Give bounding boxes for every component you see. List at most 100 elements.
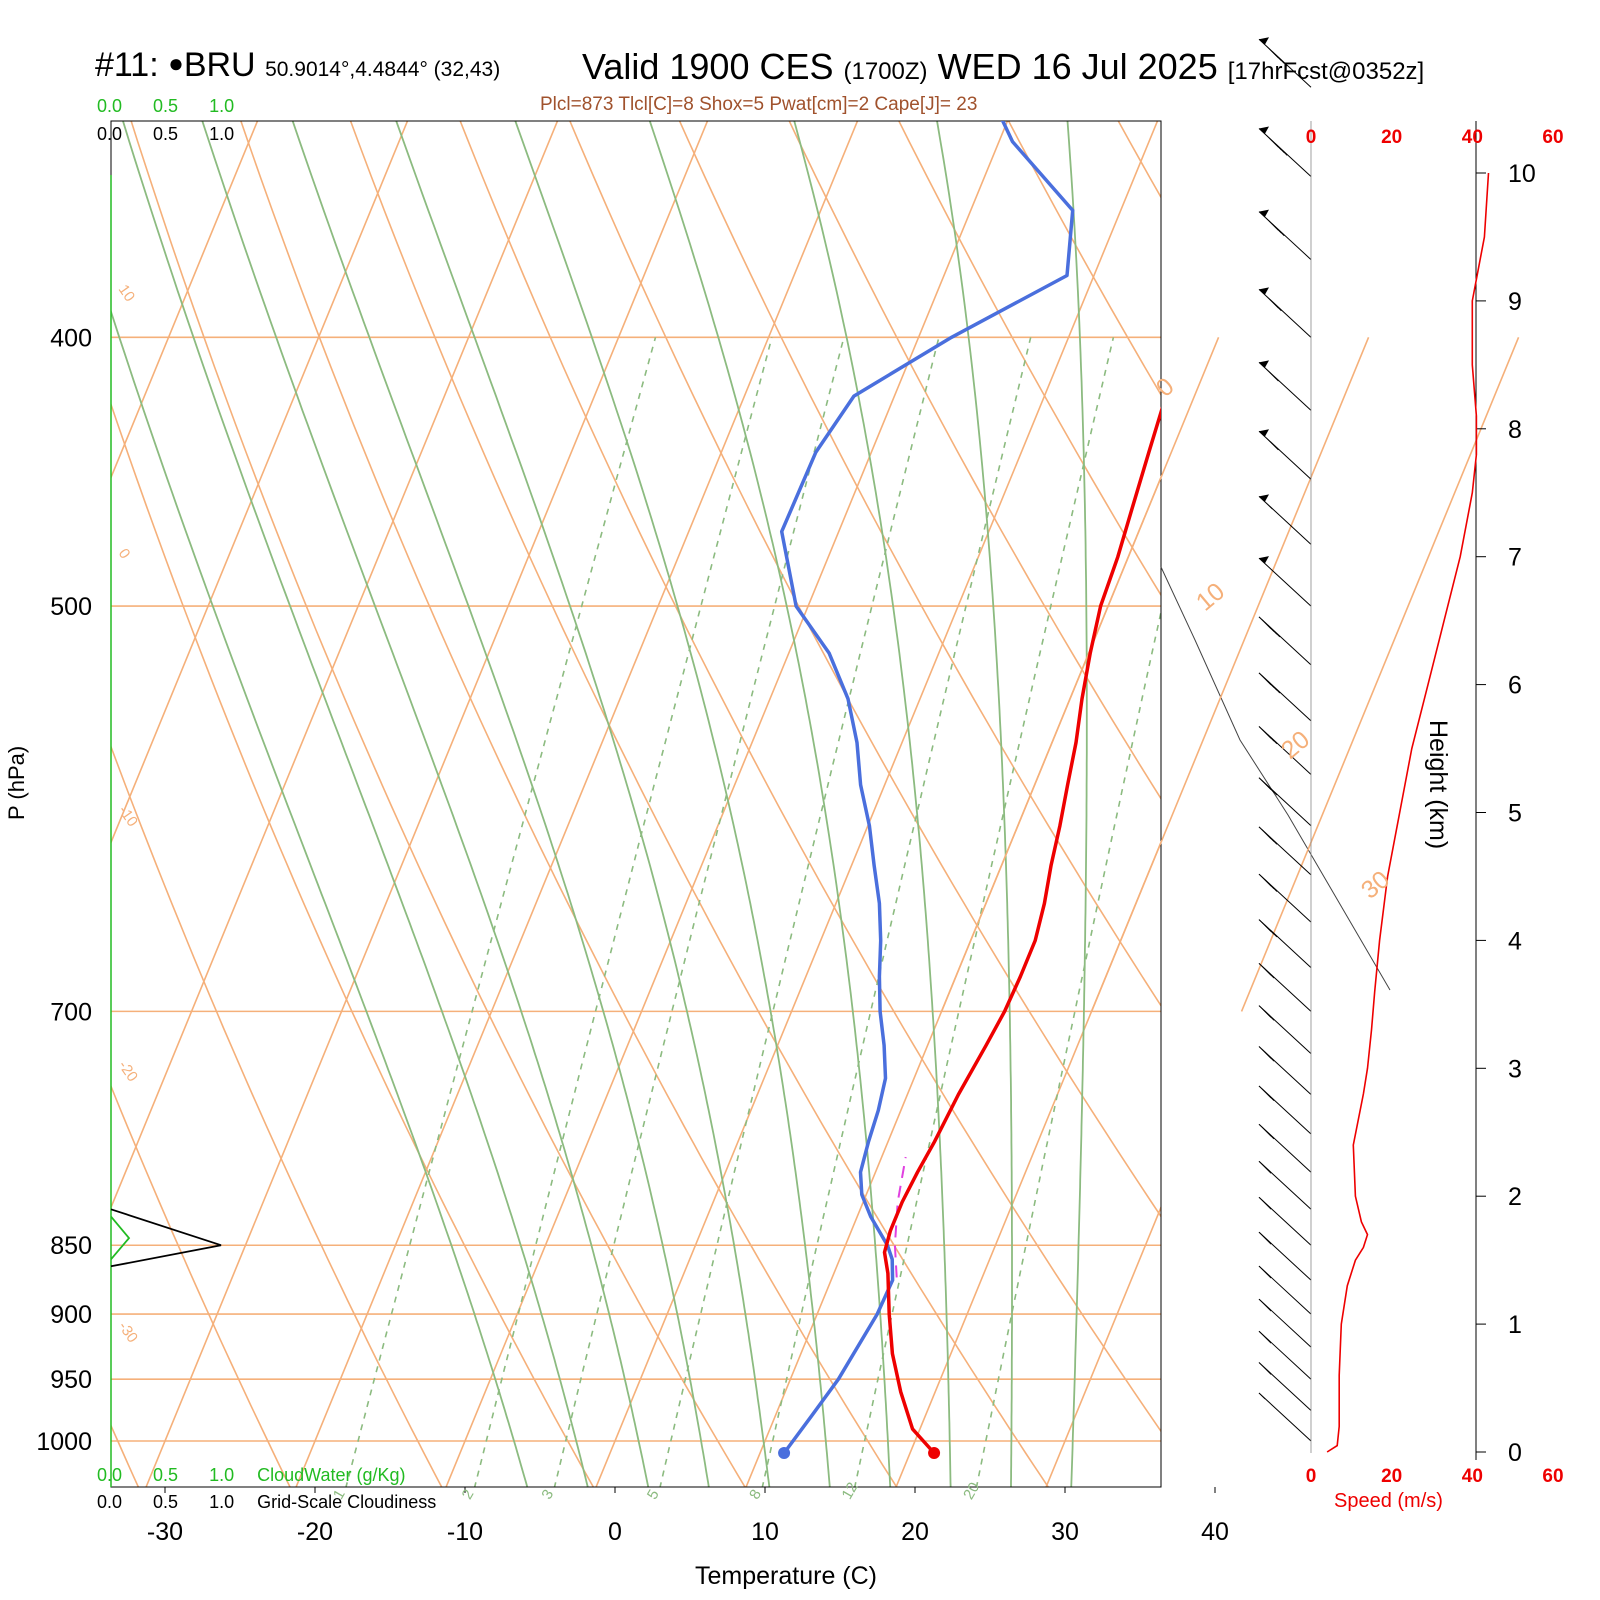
- mixing-ratio-line: [553, 337, 845, 1487]
- barb-pennant: [1259, 209, 1269, 218]
- wind-barb: [1258, 873, 1312, 923]
- mixing-ratio-label: 20: [960, 1479, 983, 1502]
- isotherm: [111, 121, 259, 480]
- barb-flag: [1258, 1362, 1272, 1375]
- isotherm: [895, 840, 1161, 1487]
- barb-pennant: [1259, 287, 1269, 295]
- wind-barb: [1258, 1196, 1312, 1246]
- wind-barb: [1258, 1085, 1312, 1135]
- speed-tick-label-top: 0: [1306, 127, 1317, 148]
- mixing-ratio-label: 12: [838, 1479, 861, 1502]
- moist-adiabat: [111, 308, 529, 1487]
- dry-adiabat: [1515, 0, 1600, 1500]
- speed-tick-label-top: 20: [1381, 127, 1402, 148]
- x-tick-label: -10: [447, 1518, 483, 1546]
- height-tick-label: 3: [1508, 1055, 1522, 1083]
- frame-layer: [110, 120, 1520, 1493]
- pressure-label: 1000: [36, 1428, 92, 1456]
- moist-adiabat: [514, 121, 831, 1487]
- barb-flag: [1258, 1330, 1272, 1344]
- mixing-ratio-line: [761, 337, 1032, 1487]
- isotherm: [145, 121, 709, 1487]
- zulu-time: (1700Z): [843, 58, 928, 85]
- moist-adiabat: [395, 121, 771, 1487]
- barb-staff: [1258, 1330, 1312, 1380]
- moist-adiabat: [936, 121, 1013, 1487]
- header-valid: Valid 1900 CES (1700Z) WED 16 Jul 2025 […: [582, 46, 1424, 88]
- isotherm-extension: [1090, 337, 1370, 1012]
- isotherm-label: 0: [115, 546, 134, 563]
- isotherm: [295, 121, 859, 1487]
- cloudwater-profile: [110, 1216, 131, 1260]
- header-title: #11: ●BRU 50.9014°,4.4844° (32,43): [95, 46, 500, 85]
- height-tick-label: 0: [1508, 1439, 1522, 1467]
- barb-staff: [1258, 1362, 1312, 1411]
- wind-barb: [1258, 616, 1312, 666]
- dry-adiabat: [788, 121, 1161, 801]
- wind-barb: [1258, 126, 1312, 177]
- isotherm: [111, 121, 559, 1210]
- speed-tick-label-top: 60: [1542, 127, 1563, 148]
- barb-half: [1267, 734, 1275, 741]
- x-tick-label: 0: [608, 1518, 622, 1546]
- barb-flag: [1261, 1126, 1275, 1140]
- pressure-label: 950: [50, 1366, 92, 1394]
- isotherm-label: 10: [1191, 577, 1230, 616]
- speed-tick-label-top: 40: [1462, 127, 1483, 148]
- height-tick-label: 1: [1508, 1311, 1522, 1339]
- dewpoint-line: [779, 121, 1075, 1455]
- pressure-label: 400: [50, 324, 92, 352]
- indices-line: Plcl=873 Tlcl[C]=8 Shox=5 Pwat[cm]=2 Cap…: [540, 94, 978, 115]
- height-tick-label: 5: [1508, 800, 1522, 828]
- barb-staff: [1258, 1392, 1312, 1442]
- isotherm-label: -30: [115, 1319, 141, 1347]
- cloudiness-label: Grid-Scale Cloudiness: [257, 1492, 437, 1512]
- cloudiness-profile: [110, 1208, 222, 1268]
- wind-barb: [1258, 919, 1312, 968]
- isotherm: [1191, 0, 1600, 1500]
- x-tick-label: 40: [1201, 1518, 1229, 1546]
- cloudwater-label: CloudWater (g/Kg): [257, 1465, 406, 1485]
- dry-adiabat: [678, 121, 1161, 1008]
- barb-pennant: [1259, 556, 1269, 564]
- cloudwater-scale-bottom: 0.0 0.5 1.0 CloudWater (g/Kg): [97, 1465, 406, 1485]
- mixing-ratio-label: 8: [746, 1487, 765, 1503]
- wind-barb: [1258, 1005, 1312, 1055]
- isotherm-label: -20: [115, 1058, 141, 1086]
- isotherm-label: 10: [115, 282, 138, 305]
- barb-flag: [1261, 1088, 1275, 1101]
- speed-axis-title: Speed (m/s): [1334, 1490, 1443, 1512]
- station-dot-icon: ●: [168, 48, 184, 78]
- moist-adiabat: [648, 121, 892, 1487]
- moist-adiabat: [793, 121, 952, 1487]
- wind-barb: [1258, 963, 1312, 1012]
- y-axis-title: P (hPa): [4, 745, 29, 820]
- x-tick-label: -20: [297, 1518, 333, 1546]
- valid-time: Valid 1900 CES: [582, 46, 834, 87]
- mixing-ratio-label: 5: [644, 1487, 663, 1503]
- barb-flag: [1274, 143, 1288, 156]
- barb-half: [1261, 1163, 1269, 1171]
- dry-adiabat: [898, 121, 1161, 597]
- barb-half: [1261, 1234, 1269, 1242]
- isotherm: [1045, 1205, 1161, 1487]
- moist-adiabat: [291, 121, 710, 1487]
- isotherm-extension: [940, 337, 1220, 1012]
- isotherm-extension: [1240, 337, 1520, 1012]
- isotherm: [445, 121, 1009, 1487]
- pressure-label: 850: [50, 1232, 92, 1260]
- dry-adiabat: [130, 121, 746, 1487]
- barb-half: [1264, 1051, 1272, 1059]
- wind-barb: [1258, 1160, 1312, 1210]
- grid-layer: [111, 0, 1600, 1500]
- x-tick-label: 10: [751, 1518, 779, 1546]
- skew-edge: [1160, 566, 1391, 991]
- barb-flag: [1264, 879, 1278, 892]
- station-coords: 50.9014°,4.4844° (32,43): [265, 58, 501, 81]
- isotherm: [111, 121, 409, 845]
- series-layer: [779, 121, 1161, 1455]
- dry-adiabat: [111, 1084, 291, 1487]
- height-tick-label: 8: [1508, 416, 1522, 444]
- isotherm-label: -10: [115, 803, 141, 831]
